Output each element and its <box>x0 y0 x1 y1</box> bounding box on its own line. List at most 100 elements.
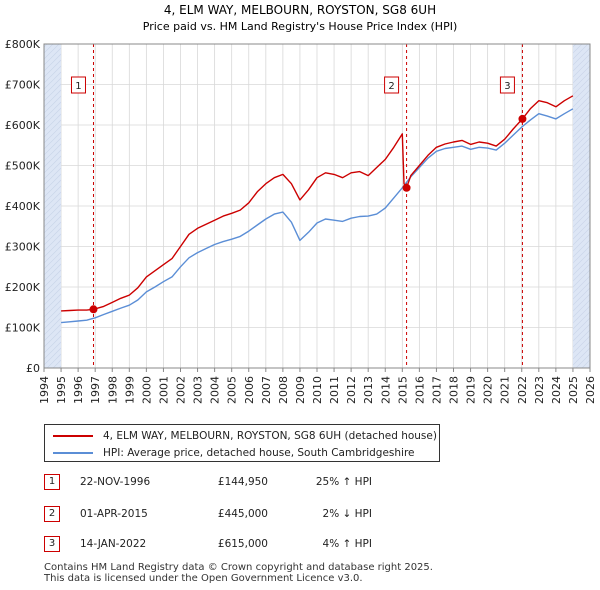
shade-hatch <box>44 119 62 138</box>
property-price-line <box>61 95 574 312</box>
shade-hatch <box>44 89 62 108</box>
shade-hatch <box>572 233 590 252</box>
shade-hatch <box>44 215 62 234</box>
shade-hatch <box>572 71 590 90</box>
x-tick-label: 2020 <box>482 376 495 404</box>
shade-hatch <box>572 305 590 324</box>
shade-hatch <box>44 95 62 114</box>
y-tick-label: £300K <box>5 241 41 254</box>
sale-row: 3 14-JAN-2022 £615,000 4% ↑ HPI <box>44 536 404 554</box>
shade-hatch <box>44 185 62 204</box>
shade-hatch <box>44 347 62 366</box>
shade-hatch <box>44 167 62 186</box>
shade-hatch <box>44 299 62 318</box>
shade-hatch <box>572 95 590 114</box>
x-tick-label: 2004 <box>209 376 222 404</box>
shade-hatch <box>572 167 590 186</box>
sale-label-number: 2 <box>388 81 394 92</box>
shade-hatch <box>572 335 590 354</box>
shade-hatch <box>572 317 590 336</box>
x-tick-label: 2026 <box>584 376 597 404</box>
shade-hatch <box>44 305 62 324</box>
shade-hatch <box>44 251 62 270</box>
shade-hatch <box>572 53 590 72</box>
shade-hatch <box>572 257 590 276</box>
shade-hatch <box>572 197 590 216</box>
shade-hatch <box>572 137 590 156</box>
shade-hatch <box>573 24 590 41</box>
shade-hatch <box>572 107 590 126</box>
shade-hatch <box>44 137 62 156</box>
x-tick-label: 2002 <box>175 376 188 404</box>
shade-hatch <box>572 185 590 204</box>
shade-hatch <box>44 179 62 198</box>
shade-hatch <box>572 281 590 300</box>
shade-hatch <box>44 161 62 180</box>
x-tick-label: 1997 <box>89 376 102 404</box>
footer: Contains HM Land Registry data © Crown c… <box>44 562 433 584</box>
x-tick-label: 1995 <box>55 376 68 404</box>
y-tick-label: £500K <box>5 160 41 173</box>
legend-swatch-hpi <box>53 452 93 454</box>
x-tick-label: 2021 <box>499 376 512 404</box>
legend: 4, ELM WAY, MELBOURN, ROYSTON, SG8 6UH (… <box>44 424 440 462</box>
shade-hatch <box>572 44 589 60</box>
x-tick-label: 2008 <box>277 376 290 404</box>
y-tick-label: £800K <box>5 38 41 51</box>
shade-hatch <box>44 155 62 174</box>
shade-hatch <box>572 287 590 306</box>
shade-hatch <box>44 173 62 192</box>
shade-hatch <box>44 47 62 66</box>
sale-point <box>518 114 527 123</box>
sale-price: £615,000 <box>217 538 268 550</box>
y-tick-label: £0 <box>26 362 40 375</box>
shade-hatch <box>572 215 590 234</box>
sale-price: £445,000 <box>217 508 268 520</box>
shade-hatch <box>572 209 590 228</box>
shade-hatch <box>572 341 590 360</box>
shade-hatch <box>572 323 590 342</box>
shaded-region <box>572 44 590 368</box>
x-tick-label: 2014 <box>379 376 392 404</box>
shade-hatch <box>44 131 62 150</box>
shade-hatch <box>44 335 62 354</box>
x-tick-label: 2013 <box>362 376 375 404</box>
legend-label-hpi: HPI: Average price, detached house, Sout… <box>103 447 415 459</box>
sale-number-badge: 1 <box>44 474 60 490</box>
x-tick-label: 2005 <box>226 376 239 404</box>
shade-hatch <box>44 239 62 258</box>
shade-hatch <box>44 65 62 84</box>
shade-hatch <box>572 239 590 258</box>
sale-point <box>402 183 411 192</box>
shade-hatch <box>572 113 590 132</box>
shade-hatch <box>44 125 62 144</box>
shade-hatch <box>581 359 590 368</box>
sale-label-box <box>70 76 86 94</box>
shade-hatch <box>44 107 62 126</box>
shade-hatch <box>572 245 590 264</box>
legend-label-property: 4, ELM WAY, MELBOURN, ROYSTON, SG8 6UH (… <box>103 430 437 442</box>
shade-hatch <box>44 209 62 228</box>
sale-number-badge: 3 <box>44 536 60 552</box>
shade-hatch <box>46 353 62 368</box>
shade-hatch <box>44 233 62 252</box>
sale-price: £144,950 <box>217 476 268 488</box>
x-tick-label: 2003 <box>192 376 205 404</box>
shade-hatch <box>572 119 590 138</box>
shade-hatch <box>44 323 62 342</box>
footer-copyright: Contains HM Land Registry data © Crown c… <box>44 562 433 573</box>
x-tick-label: 2011 <box>328 376 341 404</box>
sale-point <box>89 305 98 314</box>
footer-licence: This data is licensed under the Open Gov… <box>44 573 363 584</box>
sale-date: 22-NOV-1996 <box>80 476 151 488</box>
shade-hatch <box>572 83 590 102</box>
chart-title: 4, ELM WAY, MELBOURN, ROYSTON, SG8 6UH <box>164 3 436 17</box>
shade-hatch <box>572 179 590 198</box>
shade-hatch <box>572 65 590 84</box>
shade-hatch <box>572 269 590 288</box>
shade-hatch <box>572 251 590 270</box>
shade-hatch <box>44 197 62 216</box>
shade-hatch <box>572 311 590 330</box>
shade-hatch <box>572 221 590 240</box>
shade-hatch <box>572 47 590 66</box>
